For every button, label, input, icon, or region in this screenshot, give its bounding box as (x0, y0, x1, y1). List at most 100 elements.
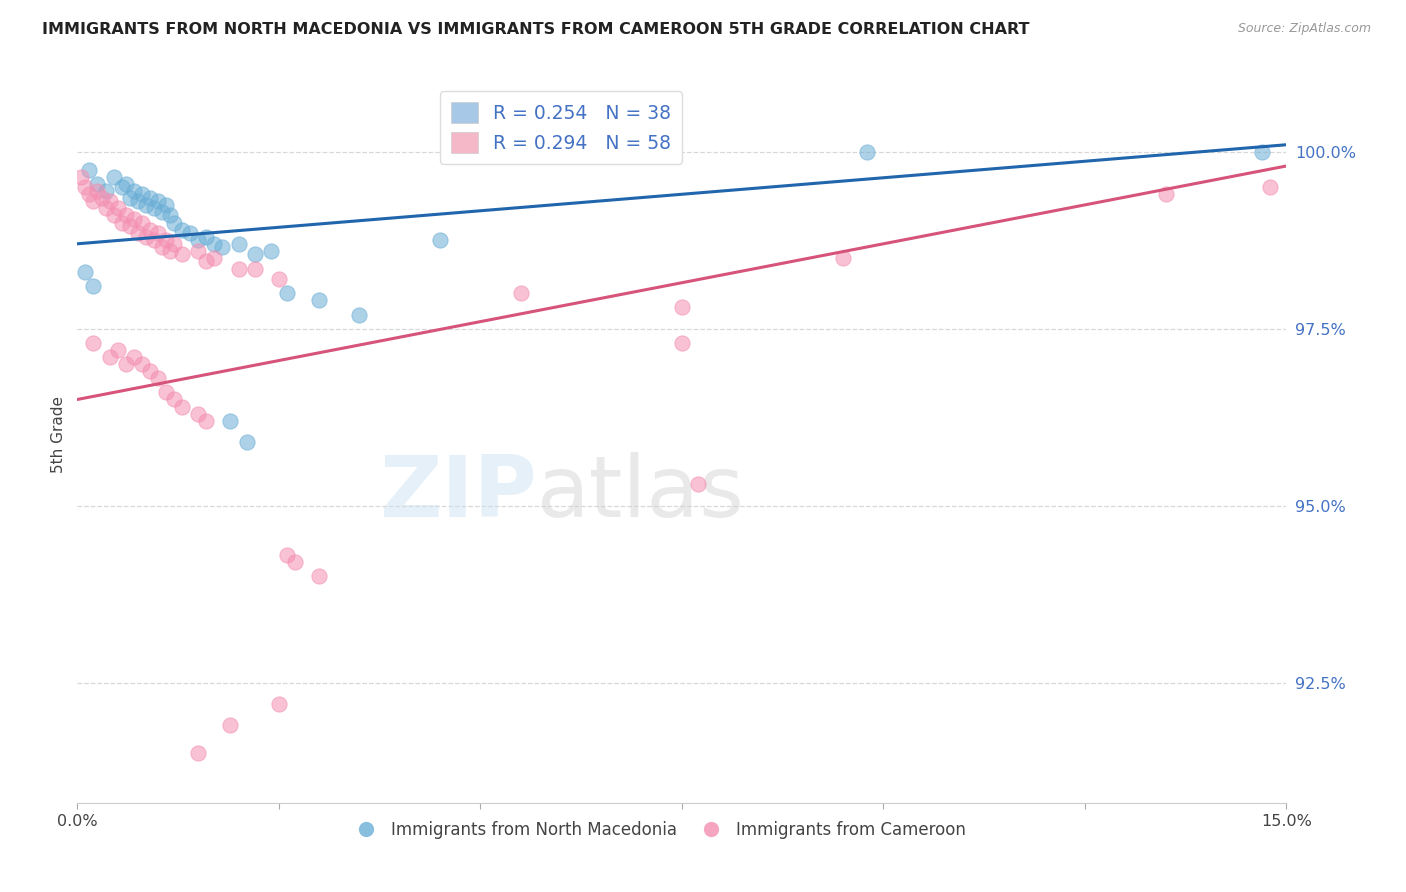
Point (139, 364, 162, 378)
Point (82, 279, 104, 293)
Point (103, 169, 125, 184)
Point (163, 216, 186, 230)
Point (163, 392, 186, 407)
Point (276, 548, 298, 562)
Point (86, 177, 108, 191)
Point (90, 191, 112, 205)
Point (111, 216, 134, 230)
Point (267, 272, 290, 286)
Point (671, 335, 693, 350)
Point (142, 233, 165, 247)
Point (284, 555, 307, 569)
Point (308, 569, 330, 583)
Point (155, 385, 177, 400)
Point (509, 286, 531, 301)
Point (1260, 180, 1282, 194)
Point (122, 350, 145, 364)
Point (671, 301, 693, 315)
Point (135, 229, 157, 244)
Point (107, 202, 129, 216)
Point (79, 162, 101, 177)
Point (856, 145, 879, 159)
Point (228, 236, 250, 251)
Point (276, 286, 298, 301)
Point (127, 226, 149, 240)
Point (686, 477, 709, 491)
Point (142, 202, 165, 216)
Point (172, 400, 194, 414)
Point (75, 180, 97, 194)
Point (103, 209, 125, 223)
Point (172, 247, 194, 261)
Point (429, 233, 451, 247)
Point (159, 209, 181, 223)
Point (243, 247, 266, 261)
Point (114, 209, 136, 223)
Point (82, 335, 104, 350)
Point (118, 191, 141, 205)
Point (94, 184, 117, 198)
Point (135, 198, 157, 212)
Point (150, 240, 173, 254)
Point (228, 261, 250, 276)
Point (155, 198, 177, 212)
Point (267, 697, 290, 711)
Point (111, 180, 134, 194)
Point (219, 718, 242, 732)
Point (150, 205, 173, 219)
Point (139, 191, 162, 205)
Point (235, 434, 257, 449)
Point (260, 244, 283, 258)
Point (139, 222, 162, 236)
Point (146, 194, 169, 209)
Point (94, 202, 117, 216)
Point (118, 219, 141, 233)
Text: IMMIGRANTS FROM NORTH MACEDONIA VS IMMIGRANTS FROM CAMEROON 5TH GRADE CORRELATIO: IMMIGRANTS FROM NORTH MACEDONIA VS IMMIG… (42, 22, 1029, 37)
Point (146, 371, 169, 385)
Point (832, 251, 855, 265)
Point (82, 194, 104, 209)
Point (163, 236, 186, 251)
Point (195, 229, 218, 244)
Point (243, 261, 266, 276)
Point (1154, 187, 1177, 202)
Point (122, 212, 145, 227)
Point (349, 308, 371, 322)
Point (195, 254, 218, 268)
Point (127, 194, 149, 209)
Text: Source: ZipAtlas.com: Source: ZipAtlas.com (1237, 22, 1371, 36)
Point (98, 350, 121, 364)
Point (131, 216, 153, 230)
Point (187, 407, 209, 421)
Point (155, 233, 177, 247)
Point (70, 169, 93, 184)
Point (114, 357, 136, 371)
Point (172, 222, 194, 236)
Point (75, 265, 97, 279)
Point (187, 244, 209, 258)
Point (308, 293, 330, 308)
Point (122, 184, 145, 198)
Point (79, 187, 101, 202)
Text: atlas: atlas (537, 452, 745, 535)
Point (146, 226, 169, 240)
Point (107, 343, 129, 357)
Point (219, 414, 242, 428)
Point (195, 414, 218, 428)
Point (187, 746, 209, 760)
Point (159, 244, 181, 258)
Point (114, 177, 136, 191)
Text: ZIP: ZIP (380, 452, 537, 535)
Point (211, 240, 233, 254)
Point (202, 251, 225, 265)
Point (1251, 145, 1274, 159)
Point (202, 236, 225, 251)
Point (86, 184, 108, 198)
Point (98, 194, 121, 209)
Point (187, 233, 209, 247)
Point (179, 226, 201, 240)
Legend: Immigrants from North Macedonia, Immigrants from Cameroon: Immigrants from North Macedonia, Immigra… (343, 814, 973, 846)
Point (131, 187, 153, 202)
Point (131, 357, 153, 371)
Y-axis label: 5th Grade: 5th Grade (51, 396, 66, 474)
